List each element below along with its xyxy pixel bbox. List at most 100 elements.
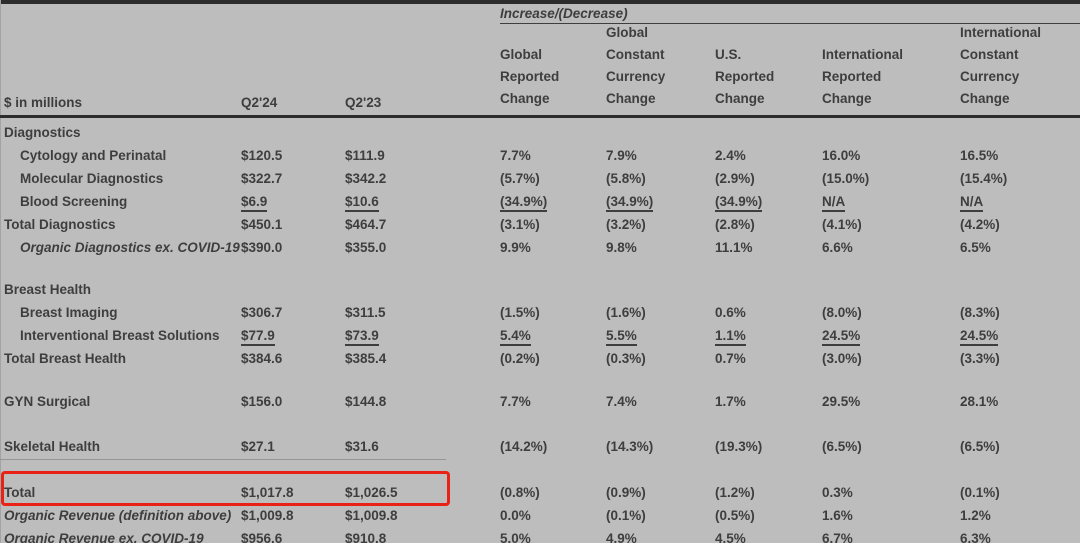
cell-change-1: 7.7% (500, 144, 531, 167)
cell-value: $111.9 (345, 148, 385, 163)
cell-change-1: (1.5%) (500, 301, 540, 324)
cell-value: $1,009.8 (241, 508, 294, 523)
cell-change-1: (5.7%) (500, 167, 540, 190)
cell-value: $73.9 (345, 327, 379, 346)
row-label: Cytology and Perinatal (20, 148, 167, 163)
cell-change-3: (2.9%) (715, 167, 755, 190)
cell-value: 7.7% (500, 394, 531, 409)
cell-q224: $6.9 (241, 190, 268, 213)
cell-q223: $311.5 (345, 301, 386, 324)
cell-change-5: (15.4%) (960, 167, 1007, 190)
column-header-line: International (960, 25, 1042, 40)
cell-change-2: (0.1%) (606, 504, 646, 527)
cell-value: 11.1% (715, 240, 753, 255)
column-header-line: Currency (606, 69, 666, 84)
cell-q224: $1,009.8 (241, 504, 294, 527)
cell-change-3: (34.9%) (715, 190, 763, 213)
cell-change-4: 6.6% (822, 236, 853, 259)
table-row: Cytology and Perinatal $120.5 $111.9 7.7% 7.… (0, 144, 1080, 167)
row-label: Organic Revenue ex. COVID-19 (4, 531, 204, 543)
cell-value: $10.6 (345, 193, 379, 212)
cell-q223: $355.0 (345, 236, 386, 259)
cell-change-3: 0.7% (715, 347, 746, 370)
cell-change-2: (3.2%) (606, 213, 646, 236)
cell-q224: $77.9 (241, 324, 275, 347)
table-row: Organic Revenue (definition above) $1,009… (0, 504, 1080, 527)
cell-value: 6.5% (960, 240, 991, 255)
cell-change-4: 24.5% (822, 324, 861, 347)
cell-value: (4.1%) (822, 217, 862, 232)
cell-value: (1.5%) (500, 305, 540, 320)
cell-change-2: 9.8% (606, 236, 637, 259)
cell-value: 29.5% (822, 394, 861, 409)
cell-value: $1,026.5 (345, 485, 398, 500)
cell-change-1: 5.4% (500, 324, 531, 347)
cell-change-3: 2.4% (715, 144, 746, 167)
column-header-line: Change (822, 91, 872, 106)
cell-q223: $342.2 (345, 167, 386, 190)
cell-value: (0.3%) (606, 351, 646, 366)
cell-value: (19.3%) (715, 439, 763, 454)
column-header-line: Constant (960, 47, 1019, 62)
cell-change-2: (0.3%) (606, 347, 646, 370)
column-header-q224: Q2'24 (241, 95, 278, 110)
cell-change-3: (0.5%) (715, 504, 755, 527)
table-body: Diagnostics Cytology and Perinatal $120.5 $… (0, 118, 1080, 543)
table-row: Interventional Breast Solutions $77.9 $73.… (0, 324, 1080, 347)
cell-change-5: (3.3%) (960, 347, 1000, 370)
cell-q223: $144.8 (345, 390, 386, 413)
row-label: Diagnostics (4, 125, 81, 140)
cell-value: $355.0 (345, 240, 387, 255)
cell-value: (5.7%) (500, 171, 540, 186)
row-label: Organic Diagnostics ex. COVID-19 (20, 240, 240, 255)
cell-value: 2.4% (715, 148, 746, 163)
cell-value: $390.0 (241, 240, 283, 255)
table-header: Increase/(Decrease) $ in millions Q2'24 … (0, 0, 1080, 118)
cell-q223: $1,026.5 (345, 481, 398, 504)
cell-change-1: 0.0% (500, 504, 531, 527)
cell-value: (4.2%) (960, 217, 1000, 232)
row-label: Breast Imaging (20, 305, 118, 320)
cell-change-3: 1.7% (715, 390, 746, 413)
column-header-line: Reported (822, 69, 882, 84)
cell-value: 7.9% (606, 148, 637, 163)
cell-value: (34.9%) (715, 193, 763, 212)
row-spacer (0, 370, 1080, 390)
cell-value: 28.1% (960, 394, 999, 409)
cell-value: N/A (960, 193, 984, 212)
cell-value: 4.5% (715, 531, 746, 543)
cell-value: N/A (822, 193, 846, 212)
cell-change-3: (2.8%) (715, 213, 755, 236)
cell-value: (3.3%) (960, 351, 1000, 366)
cell-change-5: N/A (960, 190, 984, 213)
cell-value: 24.5% (822, 327, 861, 346)
cell-value: $450.1 (241, 217, 283, 232)
cell-change-2: 7.4% (606, 390, 637, 413)
cell-change-1: (34.9%) (500, 190, 548, 213)
cell-value: (3.1%) (500, 217, 540, 232)
cell-value: 6.6% (822, 240, 853, 255)
cell-change-4: 0.3% (822, 481, 853, 504)
cell-value: (0.8%) (500, 485, 540, 500)
units-label: $ in millions (4, 95, 83, 110)
cell-change-4: 16.0% (822, 144, 860, 167)
section-row: Diagnostics (0, 121, 1080, 144)
cell-q223: $31.6 (345, 435, 379, 458)
cell-value: 16.5% (960, 148, 999, 163)
cell-value: (0.2%) (500, 351, 540, 366)
cell-value: (2.8%) (715, 217, 755, 232)
cell-value: (6.5%) (822, 439, 862, 454)
cell-value: 0.0% (500, 508, 531, 523)
row-label: Blood Screening (20, 194, 128, 209)
cell-change-1: (0.2%) (500, 347, 540, 370)
column-header-line: Reported (500, 69, 560, 84)
top-border-rule (0, 0, 1080, 4)
cell-value: $144.8 (345, 394, 387, 409)
table-row: Molecular Diagnostics $322.7 $342.2 (5.7%) (… (0, 167, 1080, 190)
cell-value: (0.1%) (606, 508, 646, 523)
cell-value: (15.4%) (960, 171, 1008, 186)
cell-value: (15.0%) (822, 171, 870, 186)
cell-value: 1.2% (960, 508, 991, 523)
cell-value: (34.9%) (500, 193, 548, 212)
cell-value: $306.7 (241, 305, 283, 320)
